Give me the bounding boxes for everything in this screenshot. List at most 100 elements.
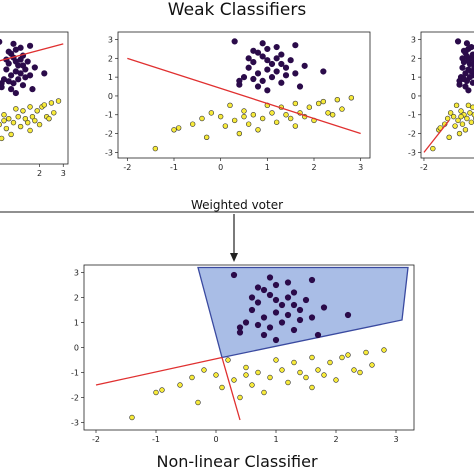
y-tick-label: 1 [411, 73, 416, 82]
data-point-class-a [282, 64, 290, 71]
data-point-class-a [248, 294, 256, 301]
data-point-class-a [259, 53, 266, 60]
data-point-class-b [430, 145, 436, 152]
data-point-class-b [339, 354, 345, 361]
data-point-class-b [273, 357, 279, 363]
data-point-class-b [334, 97, 341, 103]
x-tick-label: 1 [265, 163, 270, 172]
data-point-class-b [175, 125, 182, 131]
plot-area [0, 38, 64, 142]
y-tick-label: -2 [408, 130, 416, 139]
data-point-class-a [272, 309, 280, 316]
data-point-class-a [296, 316, 304, 324]
data-point-class-a [230, 271, 238, 279]
data-point-class-a [290, 301, 298, 309]
panel-weak-classifier-center: -2 -1 0 1 2 3 3 2 1 0 -1 -2 -3 [105, 31, 371, 172]
data-point-class-a [465, 57, 472, 64]
data-point-class-b [297, 369, 303, 376]
data-point-class-b [22, 115, 29, 122]
y-tick-label: 0 [74, 344, 79, 353]
data-point-class-b [259, 115, 266, 122]
data-point-class-a [268, 60, 276, 68]
data-point-class-b [208, 110, 215, 116]
data-point-class-b [237, 394, 243, 401]
data-point-class-b [444, 115, 451, 122]
data-point-class-b [333, 377, 339, 383]
y-tick-label: 3 [108, 36, 113, 45]
data-point-class-a [254, 321, 262, 329]
data-point-class-a [292, 42, 299, 49]
data-point-class-b [17, 123, 24, 130]
data-point-class-b [381, 347, 387, 353]
data-point-class-a [272, 281, 280, 289]
data-point-class-a [469, 79, 474, 86]
data-point-class-a [292, 70, 299, 77]
x-tick-label: 2 [311, 163, 316, 172]
data-point-class-b [219, 384, 225, 391]
data-point-class-a [250, 47, 257, 54]
y-tick-label: 2 [74, 294, 79, 303]
y-tick-label: 0 [411, 92, 416, 101]
data-point-class-a [308, 314, 316, 321]
data-point-class-a [463, 40, 471, 47]
y-tick-label: -2 [71, 394, 79, 403]
x-tick-label: -2 [92, 435, 100, 444]
x-tick-label: -1 [170, 163, 178, 172]
data-point-class-b [1, 112, 7, 118]
plot-frame [420, 31, 474, 159]
data-point-class-a [284, 279, 292, 286]
data-point-class-b [309, 384, 315, 391]
data-point-class-a [8, 72, 15, 79]
y-tick-label: 1 [74, 319, 79, 328]
data-point-class-b [29, 114, 36, 120]
data-point-class-a [5, 48, 12, 55]
data-point-class-a [15, 76, 22, 83]
data-point-class-a [320, 68, 327, 75]
data-point-class-b [225, 357, 231, 363]
data-point-class-a [469, 51, 474, 58]
data-point-class-a [469, 60, 474, 68]
data-point-class-b [243, 364, 249, 371]
x-tick-label: 0 [218, 163, 223, 172]
data-point-class-a [344, 311, 352, 319]
data-point-class-a [245, 64, 252, 71]
data-point-class-b [15, 114, 21, 120]
data-point-class-a [278, 60, 285, 68]
data-point-class-a [8, 86, 15, 93]
data-point-class-b [458, 108, 464, 114]
data-point-class-b [1, 117, 7, 124]
data-point-class-a [290, 326, 298, 334]
data-point-class-b [231, 117, 238, 124]
data-point-class-b [329, 112, 336, 118]
panel-non-linear-classifier: -2 -1 0 1 2 3 3 2 1 0 -1 -2 -3 [71, 264, 415, 444]
data-point-class-a [268, 74, 276, 81]
data-point-class-b [250, 112, 257, 118]
plot-area [423, 38, 474, 153]
data-point-class-a [250, 75, 257, 83]
data-point-class-a [260, 331, 268, 339]
data-point-class-a [236, 77, 243, 84]
plot-area [127, 38, 361, 152]
data-point-class-b [446, 134, 452, 141]
data-point-class-b [195, 399, 201, 406]
data-point-class-a [26, 42, 34, 49]
data-point-class-a [10, 40, 17, 47]
data-point-class-b [464, 115, 470, 122]
data-point-class-b [55, 98, 62, 104]
data-point-class-b [227, 102, 233, 109]
data-point-class-b [189, 374, 195, 381]
data-point-class-b [315, 100, 322, 107]
data-point-class-a [273, 68, 280, 75]
data-point-class-b [465, 102, 472, 109]
data-point-class-b [287, 115, 294, 122]
data-point-class-b [303, 374, 309, 381]
x-tick-label: 3 [358, 163, 363, 172]
decision-boundary [0, 43, 64, 62]
data-point-class-a [462, 70, 469, 77]
data-point-class-b [458, 113, 464, 120]
data-point-class-b [32, 117, 38, 124]
non-linear-classifier-title: Non-linear Classifier [156, 452, 318, 471]
data-point-class-a [282, 72, 290, 79]
data-point-class-b [10, 119, 17, 126]
